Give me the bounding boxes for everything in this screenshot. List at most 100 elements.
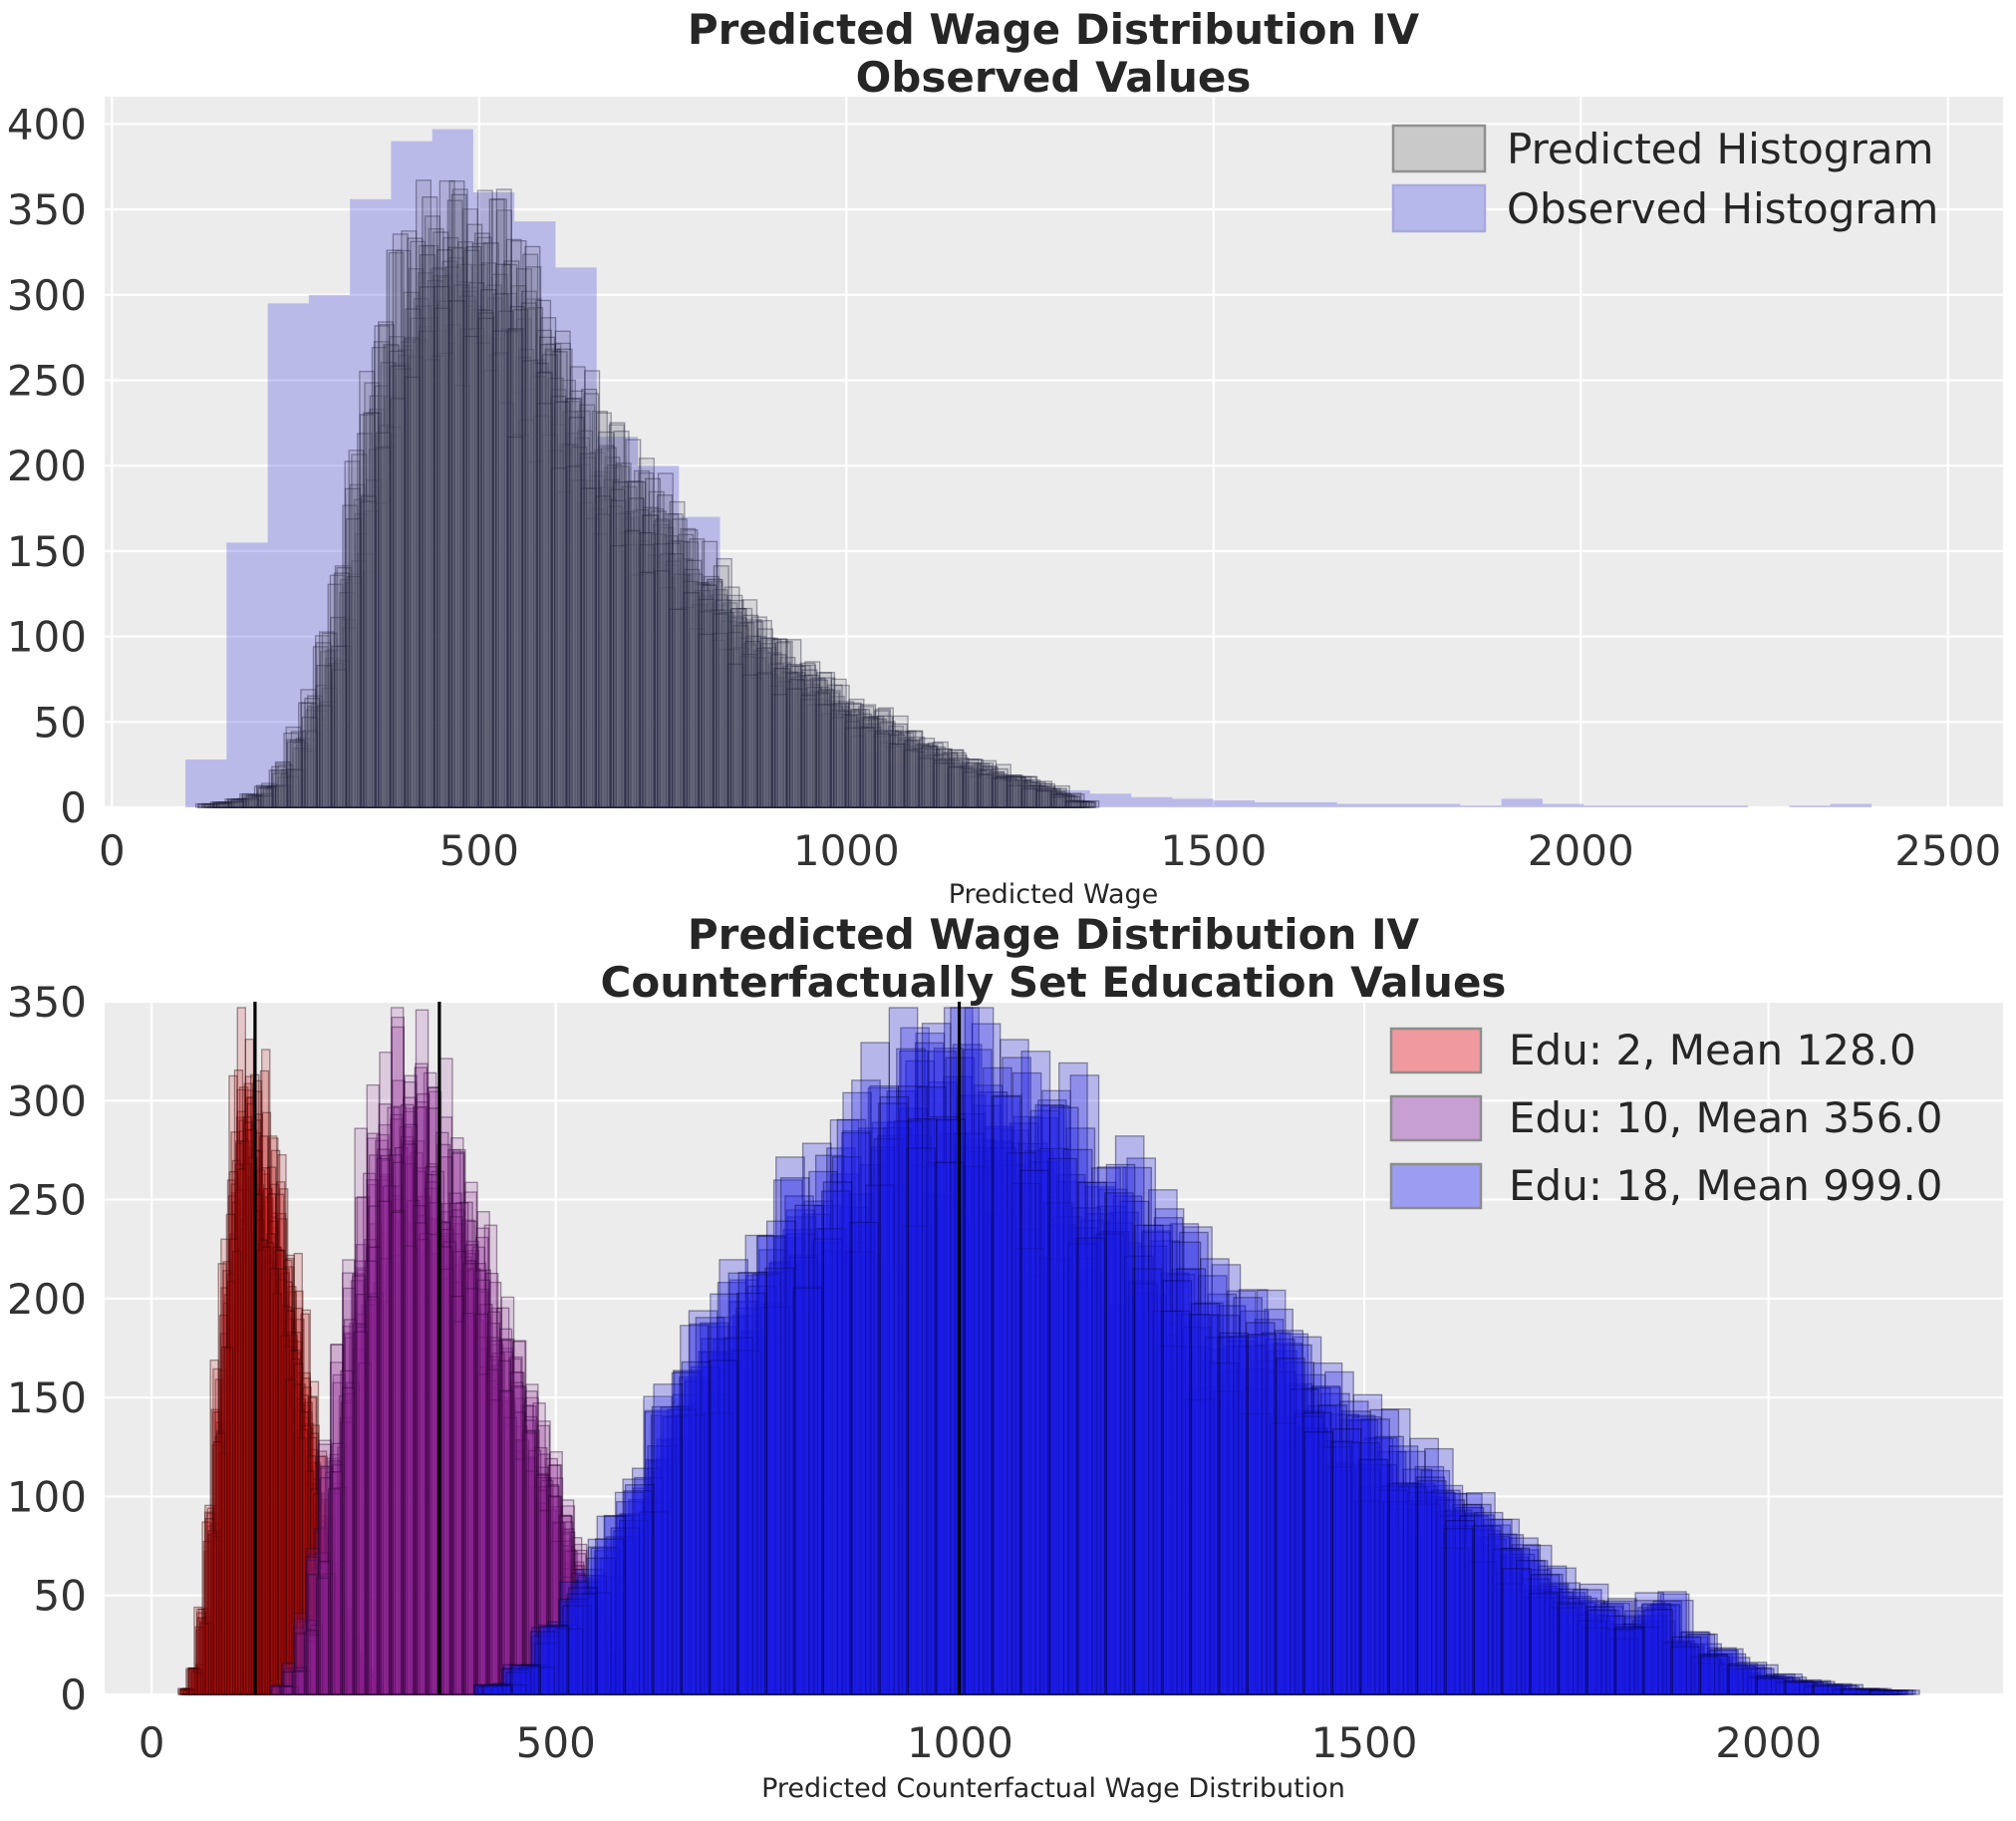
histogram-bar <box>1331 1428 1362 1695</box>
histogram-bar <box>261 782 278 808</box>
histogram-bar <box>441 260 458 808</box>
histogram-bar <box>1067 800 1084 808</box>
histogram-bar <box>446 342 463 808</box>
histogram-bar <box>957 764 974 808</box>
histogram-bar <box>946 758 964 808</box>
histogram-bar <box>1020 775 1037 808</box>
histogram-bar <box>471 242 488 808</box>
histogram-bar <box>269 1268 279 1695</box>
histogram-bar <box>682 591 699 808</box>
histogram-bar <box>844 710 861 808</box>
histogram-bar <box>341 1386 356 1695</box>
histogram-bar <box>330 664 347 808</box>
histogram-bar <box>785 639 802 808</box>
y-tick-label: 150 <box>7 1373 87 1422</box>
histogram-bar <box>388 435 405 808</box>
histogram-bar <box>180 1688 190 1695</box>
histogram-bar <box>403 291 420 808</box>
histogram-bar <box>315 724 332 808</box>
histogram-bar <box>476 236 493 808</box>
histogram-bar <box>736 607 753 808</box>
bottom-chart-title-line1: Predicted Wage Distribution IV <box>688 910 1420 959</box>
histogram-bar <box>847 703 864 808</box>
histogram-bar <box>1841 1687 1872 1695</box>
histogram-bar <box>814 699 831 808</box>
histogram-bar <box>221 801 238 808</box>
histogram-bar <box>1053 784 1070 808</box>
histogram-bar <box>1024 784 1041 808</box>
histogram-bar <box>518 348 535 808</box>
histogram-bar <box>476 335 493 808</box>
histogram-bar <box>245 794 262 808</box>
histogram-bar <box>643 514 660 808</box>
histogram-bar <box>1001 775 1017 808</box>
histogram-bar <box>776 681 793 808</box>
histogram-bar <box>466 223 483 808</box>
histogram-bar <box>850 735 867 808</box>
histogram-bar <box>606 505 623 808</box>
histogram-bar <box>687 573 704 808</box>
histogram-bar <box>266 787 283 808</box>
histogram-bar <box>1032 785 1049 808</box>
histogram-bar <box>221 801 239 808</box>
histogram-bar <box>745 619 762 808</box>
axes-background <box>105 97 2003 807</box>
histogram-bar <box>835 711 852 808</box>
histogram-bar <box>1034 785 1051 808</box>
y-tick-label: 300 <box>7 1076 87 1125</box>
histogram-bar <box>1276 1358 1305 1695</box>
histogram-bar <box>966 759 983 808</box>
histogram-bar <box>340 619 357 808</box>
histogram-bar <box>665 560 682 808</box>
histogram-bar <box>253 785 270 808</box>
histogram-bar <box>488 354 505 808</box>
histogram-bar <box>873 710 890 808</box>
histogram-bar <box>529 376 546 808</box>
histogram-bar <box>1473 1511 1504 1695</box>
histogram-bar <box>500 328 517 808</box>
histogram-bar <box>907 739 924 808</box>
x-tick-label: 500 <box>516 1718 596 1767</box>
histogram-bar <box>369 395 386 808</box>
histogram-bar <box>1073 800 1090 808</box>
y-tick-label: 250 <box>7 357 87 406</box>
histogram-bar <box>712 588 728 808</box>
histogram-bar <box>951 763 968 808</box>
histogram-bar <box>877 715 894 808</box>
histogram-bar <box>354 1331 368 1695</box>
histogram-bar <box>692 599 709 808</box>
histogram-bar <box>990 775 1008 808</box>
histogram-bar <box>853 726 870 808</box>
histogram-bar <box>260 785 277 808</box>
histogram-bar <box>1023 781 1040 808</box>
histogram-bar <box>1134 1224 1164 1695</box>
histogram-bar <box>1043 790 1060 808</box>
histogram-bar <box>930 759 947 808</box>
histogram-bar <box>363 412 380 808</box>
histogram-bar <box>446 199 463 808</box>
histogram-bar <box>653 1383 684 1695</box>
histogram-bar <box>547 377 564 808</box>
histogram-bar <box>547 450 564 808</box>
y-tick-label: 100 <box>7 1472 87 1521</box>
histogram-bar <box>342 504 359 808</box>
histogram-bar <box>1044 788 1061 808</box>
histogram-bar <box>721 602 738 808</box>
histogram-bar <box>843 714 860 808</box>
histogram-bar <box>491 365 508 808</box>
histogram-bar <box>918 747 935 808</box>
histogram-bar <box>976 764 993 808</box>
histogram-bar <box>329 574 346 808</box>
histogram-bar <box>608 424 625 808</box>
histogram-bar <box>894 744 911 808</box>
histogram-bar <box>947 749 964 808</box>
histogram-bar <box>499 1389 513 1695</box>
histogram-bar <box>378 425 395 808</box>
histogram-bar <box>436 276 454 808</box>
histogram-bar <box>769 668 786 808</box>
histogram-bar <box>668 539 685 808</box>
histogram-bar <box>882 735 899 808</box>
histogram-bar <box>254 795 271 808</box>
histogram-bar <box>677 558 694 808</box>
histogram-bar <box>709 639 725 808</box>
